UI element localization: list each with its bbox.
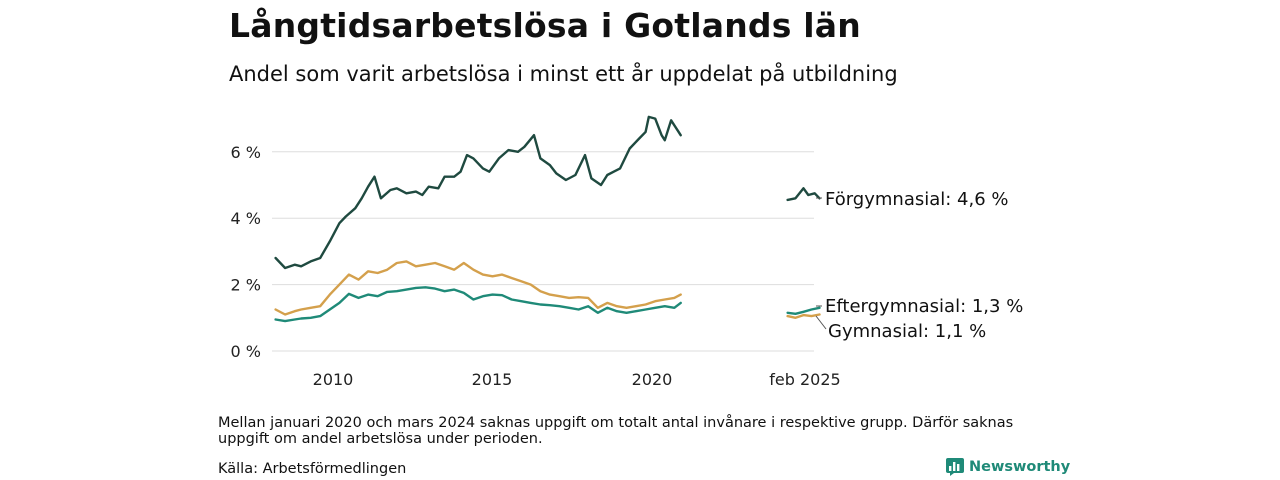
series-line-eftergymnasial-segment-1	[274, 286, 682, 323]
x-tick-label: 2015	[472, 370, 513, 389]
label-leader-line	[815, 315, 827, 330]
chart-subtitle: Andel som varit arbetslösa i minst ett å…	[229, 62, 898, 86]
series-lines	[274, 115, 821, 323]
brand-name: Newsworthy	[969, 459, 1071, 475]
footnote: Mellan januari 2020 och mars 2024 saknas…	[218, 415, 1014, 447]
source-text: Källa: Arbetsförmedlingen	[218, 461, 407, 477]
series-line-förgymnasial-segment-1	[274, 115, 682, 270]
series-end-labels: Förgymnasial: 4,6 % Eftergymnasial: 1,3 %…	[815, 189, 1023, 342]
series-end-label-eftergymnasial: Eftergymnasial: 1,3 %	[825, 296, 1023, 317]
y-tick-label: 4 %	[231, 209, 261, 228]
x-tick-label: feb 2025	[769, 370, 840, 389]
series-end-label-gymnasial: Gymnasial: 1,1 %	[828, 321, 986, 342]
y-tick-label: 6 %	[231, 143, 261, 162]
x-tick-label: 2020	[632, 370, 673, 389]
series-line-eftergymnasial-segment-2	[786, 306, 821, 315]
chart-title: Långtidsarbetslösa i Gotlands län	[229, 6, 861, 45]
x-tick-label: 2010	[313, 370, 354, 389]
y-tick-label: 0 %	[231, 342, 261, 361]
series-line-gymnasial-segment-1	[274, 260, 682, 316]
y-tick-label: 2 %	[231, 276, 261, 295]
y-axis-tick-labels: 0 % 2 % 4 % 6 %	[231, 143, 261, 361]
grid-lines	[272, 151, 814, 352]
newsworthy-bars-icon	[946, 458, 964, 476]
series-line-förgymnasial-segment-2	[786, 187, 821, 202]
series-line-gymnasial-segment-2	[786, 313, 821, 319]
series-end-label-förgymnasial: Förgymnasial: 4,6 %	[825, 189, 1009, 210]
newsworthy-logo[interactable]: Newsworthy	[946, 458, 1070, 476]
x-axis-tick-labels: 2010 2015 2020 feb 2025	[313, 370, 841, 389]
